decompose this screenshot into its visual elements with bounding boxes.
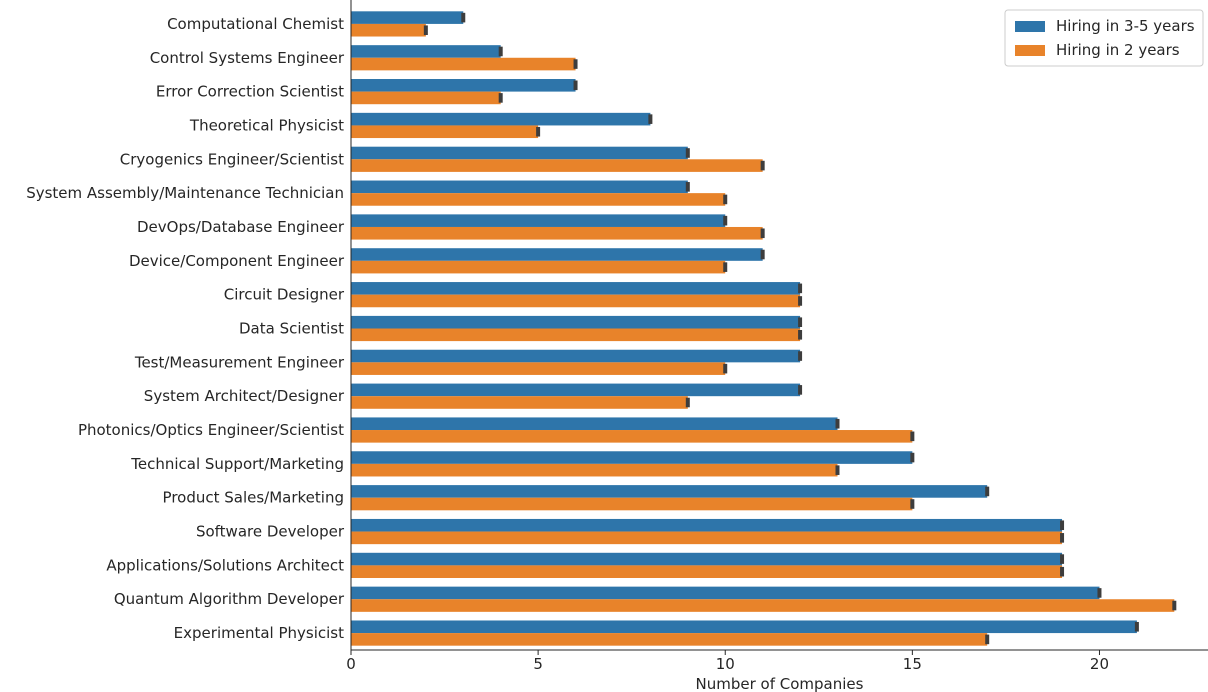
bar-hiring-2-years [351,599,1175,612]
bar-hiring-2-years [351,531,1063,545]
bar-hiring-2-years [351,23,426,37]
bar-hiring-3-5-years [351,518,1063,532]
bar-hiring-2-years [351,57,576,71]
bar-hiring-2-years [351,396,688,409]
category-label: Software Developer [196,523,345,541]
category-label: Control Systems Engineer [150,49,345,67]
category-label: Applications/Solutions Architect [106,556,344,574]
bar-hiring-2-years [351,294,801,308]
category-label: Product Sales/Marketing [163,489,344,507]
category-label: Photonics/Optics Engineer/Scientist [78,421,344,439]
category-label: Theoretical Physicist [189,116,344,134]
bar-hiring-3-5-years [351,485,988,498]
bars-layer [351,11,1177,646]
category-label: Computational Chemist [167,15,344,33]
legend-swatch [1015,21,1045,32]
bar-hiring-3-5-years [351,248,763,261]
bar-hiring-3-5-years [351,552,1063,566]
category-label: Technical Support/Marketing [130,455,344,473]
bar-hiring-2-years [351,193,726,206]
bar-hiring-2-years [351,328,801,342]
bar-hiring-3-5-years [351,180,688,194]
bar-hiring-3-5-years [351,45,501,58]
bar-hiring-2-years [351,159,763,172]
category-label: Quantum Algorithm Developer [114,590,345,608]
bar-hiring-3-5-years [351,586,1100,600]
bar-hiring-3-5-years [351,620,1137,634]
bar-hiring-3-5-years [351,146,688,160]
bar-hiring-2-years [351,260,726,274]
bar-hiring-2-years [351,497,913,511]
category-label: Circuit Designer [224,286,345,304]
category-label: Error Correction Scientist [156,83,344,101]
bar-hiring-3-5-years [351,417,838,431]
bar-hiring-2-years [351,633,988,646]
category-labels: Computational Chemist Control Systems Eng… [26,15,345,642]
bar-hiring-3-5-years [351,282,801,295]
x-tick-label: 5 [533,655,543,673]
bar-hiring-2-years [351,565,1063,578]
bar-hiring-3-5-years [351,79,576,92]
legend-box [1004,9,1204,67]
category-label: Device/Component Engineer [129,252,345,270]
bar-hiring-3-5-years [351,451,913,464]
category-label: Experimental Physicist [174,624,344,642]
bar-hiring-3-5-years [351,315,801,329]
legend: Hiring in 3-5 years Hiring in 2 years [1004,9,1204,67]
x-tick-label: 15 [903,655,922,673]
legend-label: Hiring in 2 years [1056,41,1180,59]
bar-hiring-3-5-years [351,112,651,126]
bar-hiring-2-years [351,125,539,139]
bar-hiring-2-years [351,463,838,477]
bar-hiring-2-years [351,226,763,240]
bar-hiring-3-5-years [351,214,726,227]
bar-hiring-2-years [351,430,913,443]
category-label: Cryogenics Engineer/Scientist [120,150,344,168]
category-label: System Assembly/Maintenance Technician [26,184,344,202]
category-label: System Architect/Designer [144,387,345,405]
legend-label: Hiring in 3-5 years [1056,17,1195,35]
x-tick-label: 10 [716,655,735,673]
bar-hiring-3-5-years [351,11,464,24]
category-label: Data Scientist [239,320,344,338]
bar-hiring-2-years [351,362,726,375]
x-tick-label: 0 [346,655,356,673]
x-axis-title: Number of Companies [696,675,864,692]
bar-hiring-3-5-years [351,349,801,363]
bar-hiring-3-5-years [351,383,801,397]
bar-hiring-2-years [351,91,501,105]
category-label: Test/Measurement Engineer [134,353,345,371]
x-ticks: 0 5 10 15 20 [346,650,1109,673]
legend-swatch [1015,45,1045,56]
x-tick-label: 20 [1090,655,1109,673]
category-label: DevOps/Database Engineer [137,218,345,236]
